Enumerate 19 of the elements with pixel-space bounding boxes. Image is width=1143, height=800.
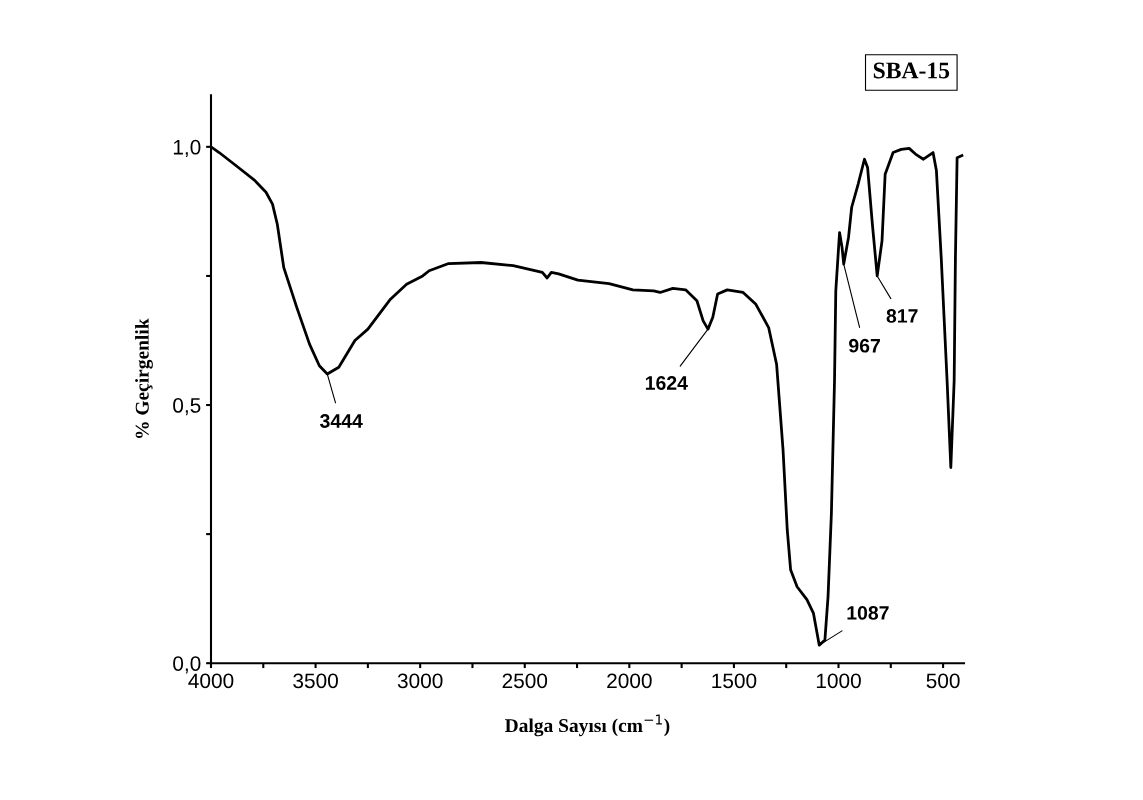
- annotation: 1624: [645, 376, 688, 390]
- x-tick-label: 500: [926, 673, 960, 689]
- y-tick-label: 1,0: [173, 139, 201, 158]
- x-axis-title: Dalga Sayısı (cm$^{−1}$): [505, 714, 670, 737]
- x-tick-label: 1000: [816, 673, 861, 689]
- y-axis-title: % Geçirgenlik: [135, 318, 153, 438]
- annotation: 967: [849, 338, 880, 353]
- annotation: 3444: [320, 414, 363, 428]
- annotation: 1087: [847, 606, 889, 620]
- text: SBA-15: [873, 62, 950, 79]
- y-tick-label: 0,5: [173, 398, 201, 416]
- x-tick-label: 2500: [502, 673, 548, 689]
- x-tick-label: 3500: [293, 673, 338, 689]
- x-tick-label: 4000: [188, 673, 234, 689]
- annotation: 817: [886, 309, 918, 323]
- y-tick-label: 0,0: [173, 656, 201, 674]
- x-tick-label: 3000: [397, 673, 443, 689]
- x-tick-label: 1500: [712, 673, 757, 689]
- x-tick-label: 2000: [607, 673, 652, 689]
